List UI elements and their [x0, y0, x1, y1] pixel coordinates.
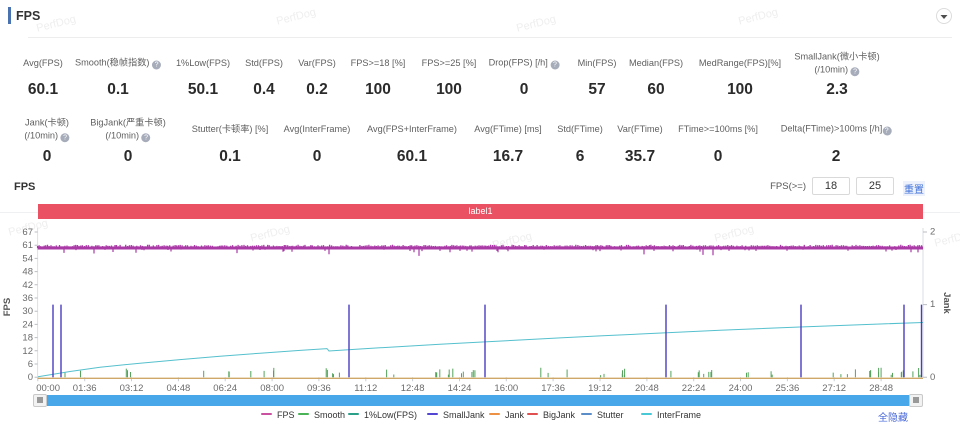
svg-text:24: 24: [22, 319, 33, 330]
svg-text:20:48: 20:48: [635, 383, 659, 394]
svg-text:1: 1: [930, 299, 935, 310]
svg-text:22:24: 22:24: [682, 383, 706, 394]
svg-text:08:00: 08:00: [260, 383, 284, 394]
svg-text:12:48: 12:48: [401, 383, 425, 394]
svg-text:6: 6: [28, 359, 33, 370]
svg-text:27:12: 27:12: [822, 383, 846, 394]
svg-text:01:36: 01:36: [73, 383, 97, 394]
svg-text:11:12: 11:12: [354, 383, 377, 394]
svg-text:14:24: 14:24: [448, 383, 472, 394]
svg-text:03:12: 03:12: [120, 383, 144, 394]
svg-text:0: 0: [28, 372, 33, 383]
svg-text:FPS: FPS: [2, 298, 13, 316]
svg-text:30: 30: [22, 306, 33, 317]
svg-text:00:00: 00:00: [36, 383, 60, 394]
svg-text:04:48: 04:48: [167, 383, 191, 394]
svg-text:24:00: 24:00: [729, 383, 753, 394]
svg-text:09:36: 09:36: [307, 383, 331, 394]
svg-text:0: 0: [930, 372, 935, 383]
svg-text:17:36: 17:36: [541, 383, 565, 394]
svg-text:18: 18: [22, 333, 33, 344]
svg-text:28:48: 28:48: [869, 383, 893, 394]
svg-text:12: 12: [22, 346, 33, 357]
svg-text:42: 42: [22, 280, 33, 291]
svg-text:19:12: 19:12: [588, 383, 612, 394]
svg-text:Jank: Jank: [941, 292, 952, 314]
svg-text:54: 54: [22, 253, 33, 264]
svg-text:36: 36: [22, 293, 33, 304]
svg-text:2: 2: [930, 227, 935, 238]
svg-text:16:00: 16:00: [494, 383, 518, 394]
svg-text:48: 48: [22, 267, 33, 278]
svg-text:06:24: 06:24: [213, 383, 237, 394]
svg-text:25:36: 25:36: [776, 383, 800, 394]
svg-text:67: 67: [22, 227, 33, 238]
svg-text:61: 61: [22, 240, 33, 251]
